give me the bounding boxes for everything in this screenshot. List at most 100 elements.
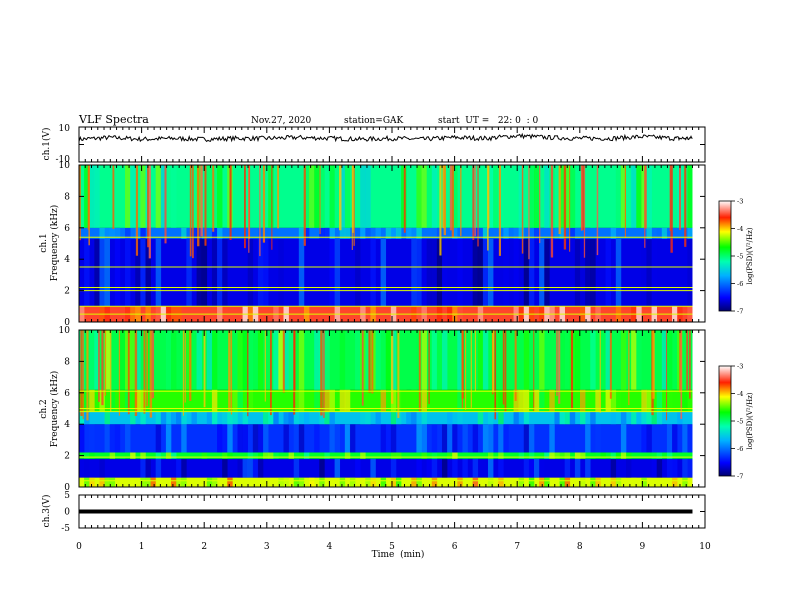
spectrogram-cell [181,458,187,478]
spectrogram-cell [539,458,545,478]
spectrogram-cell [181,411,187,425]
spectrogram-cell [344,165,351,228]
spectrogram-cell [104,227,110,239]
spectrogram-cell [651,411,657,425]
spectrogram-cell [431,330,438,390]
spectrogram-cell [89,424,95,453]
spectrogram-cell [319,477,325,487]
spectrogram-cell [380,330,387,390]
spectrogram-cell [472,477,479,487]
spectrogram-cell [380,477,387,487]
spectrogram-cell [319,411,325,425]
spectrogram-cell [222,411,228,425]
spectrogram-cell [257,238,264,307]
spectrogram-cell [687,227,693,239]
spectrogram-cell [160,165,167,228]
spectrogram-cell [79,411,85,425]
spectrogram-cell [278,238,284,307]
spectrogram-cell [329,424,335,453]
spectrogram-cell [646,424,652,453]
spectrogram-cell [370,238,376,307]
spectrogram-cell [104,238,110,307]
spectrogram-cell [247,458,254,478]
spectrogram-cell [125,238,131,307]
spectrogram-cell [421,238,427,307]
spectrogram-cell [365,411,371,425]
spectrogram-cell [580,411,586,425]
spectrogram-cell [298,238,305,307]
spectrogram-cell [513,238,519,307]
spectrogram-cell [646,389,652,412]
spectrogram-cell [487,477,494,487]
spectrogram-cell [477,238,484,307]
spectrogram-cell [416,165,422,228]
spectrogram-cell [631,411,637,425]
spectrogram-cell [288,452,295,459]
spectrogram-cell [472,424,479,453]
spectrogram-cell [217,424,223,453]
spectrogram-cell [620,452,627,459]
spectrogram-band [79,452,693,459]
spectrogram-cell [569,411,576,425]
spectrogram-cell [523,458,530,478]
spectrogram-cell [615,477,622,487]
spectrogram-cell [457,330,463,390]
spectrogram-cell [94,165,100,228]
spectrogram-cell [252,452,259,459]
spectrogram-cell [355,330,361,390]
spectrogram-cell [135,238,141,307]
spectrogram-cell [125,227,131,239]
spectrogram-cell [605,238,611,307]
spectrogram-cell [528,165,535,228]
spectrogram-cell [242,330,249,390]
spectrogram-cell [595,477,601,487]
spectrogram-cell [595,424,601,453]
spectrogram-cell [656,227,663,239]
spectrogram-cell [237,458,243,478]
spectrogram-cell [646,165,652,228]
spectrogram-cell [539,238,545,307]
spectrogram-cell [431,238,438,307]
spectrogram-cell [140,165,146,228]
spectrogram-cell [590,452,596,459]
spectrogram-cell [155,452,162,459]
spectrogram-cell [176,411,182,425]
spectrogram-cell [125,424,131,453]
spectrogram-cell [457,424,463,453]
spectrogram-cell [237,330,243,390]
spectrogram-cell [278,330,284,390]
spectrogram-cell [191,411,197,425]
spectrogram-cell [477,330,484,390]
spectrogram-cell [155,165,162,228]
spectrogram-cell [109,477,116,487]
y-tick-label: 6 [64,224,70,234]
spectrogram-cell [360,227,366,239]
spectrogram-cell [651,238,657,307]
spectrogram-cell [631,330,637,390]
spectrogram-cell [416,227,422,239]
spectrogram-cell [523,330,530,390]
y-tick-label: 0 [64,318,70,328]
spectrogram-cell [89,330,95,390]
spectrogram-cell [564,477,571,487]
spectrogram-cell [441,238,448,307]
x-axis-label: Time (min) [372,549,425,560]
spectrogram-cell [441,330,448,390]
spectrogram-cell [217,165,223,228]
spectrogram-cell [130,452,136,459]
colorbar-tick-label: -3 [737,198,743,206]
spectrogram-cell [569,227,576,239]
spectrogram-cell [232,411,238,425]
spectrogram-cell [549,424,555,453]
spectrogram-cell [513,411,519,425]
spectrogram-cell [206,330,213,390]
spectrogram-cell [574,452,581,459]
spectrogram-cell [293,477,300,487]
panel-ch1-waveform: 10 -10 ch.1(V) [41,124,706,165]
spectrogram-cell [390,424,397,453]
spectrogram-cell [99,477,105,487]
spectrogram-cell [493,165,499,228]
spectrogram-cell [140,411,146,425]
spectrogram-cell [109,424,116,453]
spectrogram-cell [411,389,417,412]
